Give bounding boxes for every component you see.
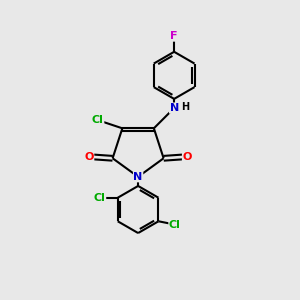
Text: N: N [134,172,143,182]
Text: F: F [170,31,178,41]
Text: O: O [84,152,94,162]
Text: Cl: Cl [94,193,106,203]
Text: H: H [181,102,189,112]
Text: Cl: Cl [169,220,181,230]
Text: O: O [182,152,192,162]
Text: Cl: Cl [92,115,104,125]
Text: N: N [169,103,179,113]
